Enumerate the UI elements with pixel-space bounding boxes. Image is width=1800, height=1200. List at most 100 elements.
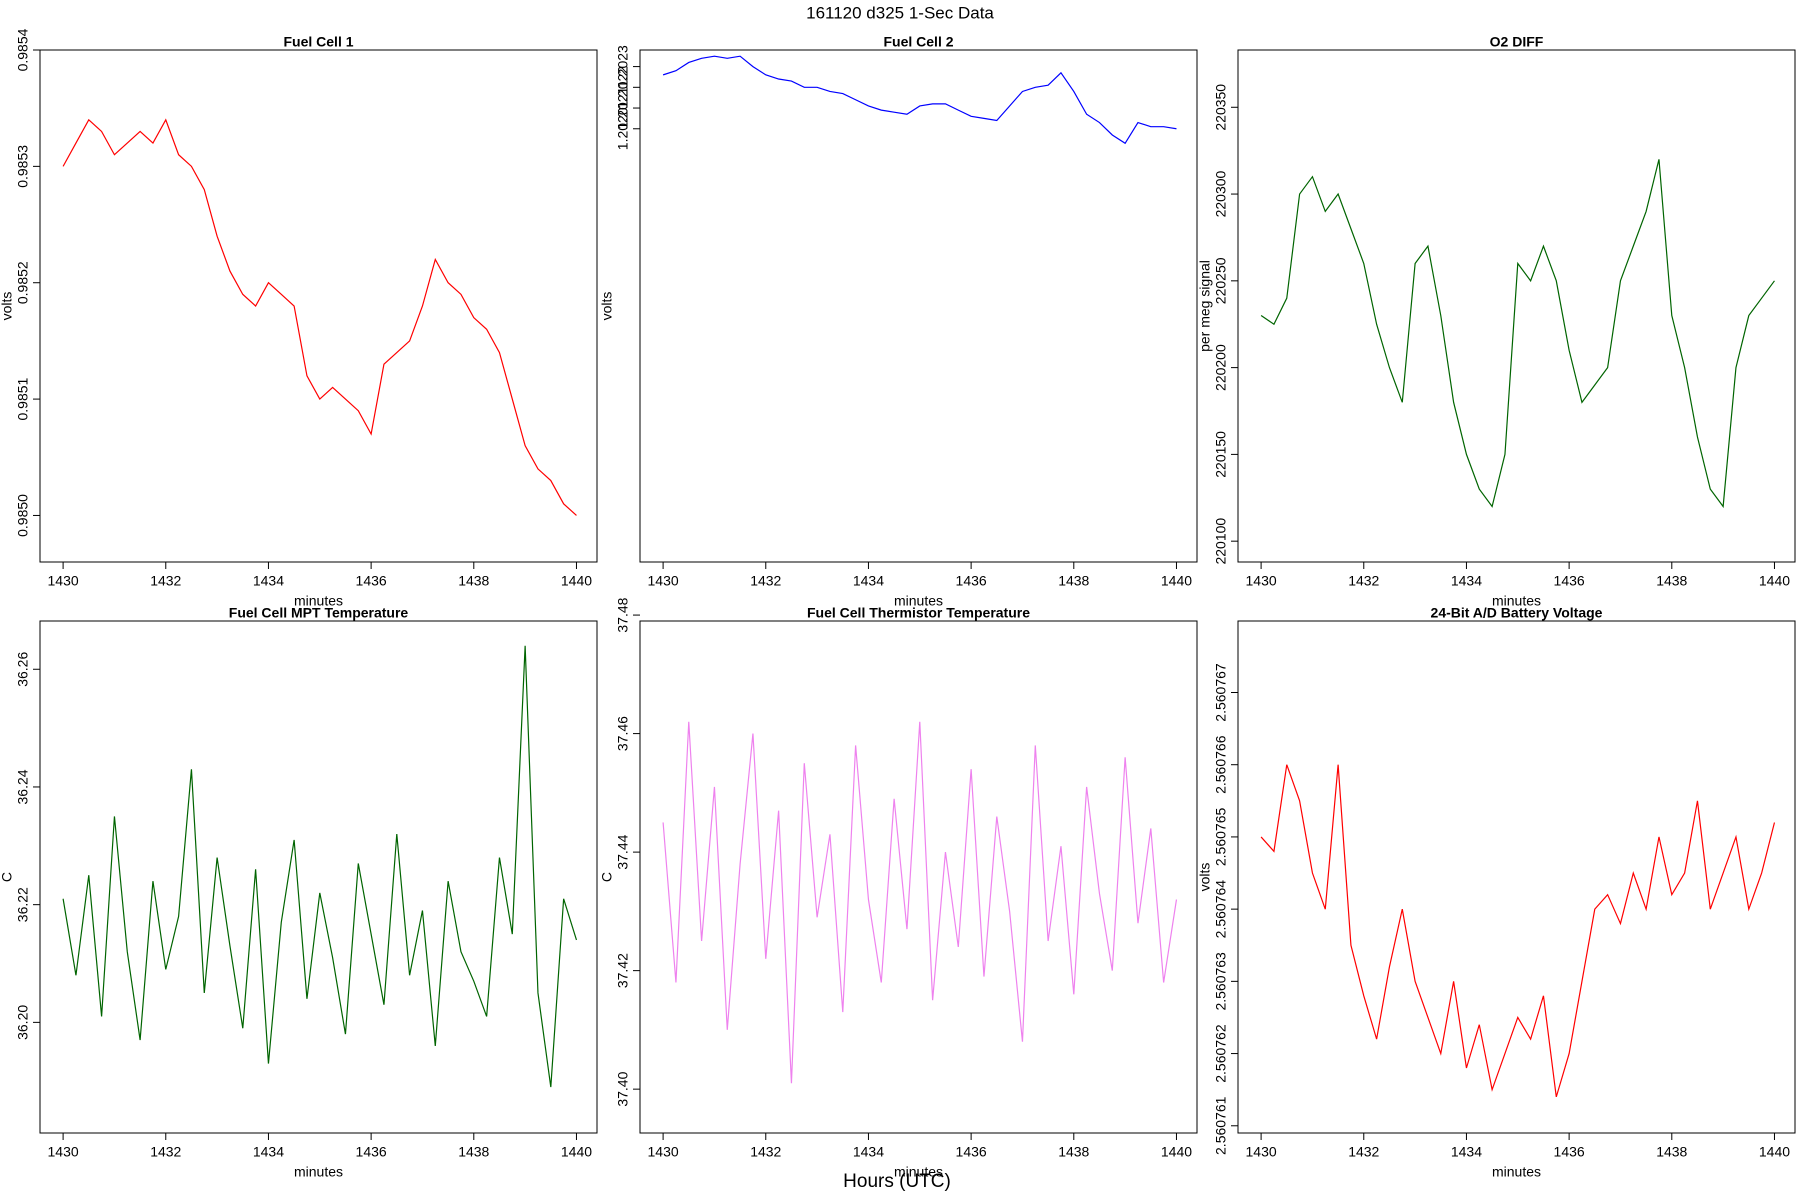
y-tick-label: 37.44 (615, 834, 631, 869)
x-tick-label: 1436 (356, 573, 387, 589)
y-tick-label: 220200 (1213, 344, 1229, 391)
y-tick-label: 2.560761 (1213, 1096, 1229, 1155)
x-tick-label: 1440 (1759, 573, 1790, 589)
y-tick-label: 37.46 (615, 716, 631, 751)
y-tick-label: 1.2023 (615, 45, 631, 88)
x-tick-label: 1434 (253, 1144, 284, 1160)
panel-title: Fuel Cell 1 (283, 34, 353, 50)
y-tick-label: 2.560762 (1213, 1024, 1229, 1083)
y-tick-label: 1.2021 (615, 86, 631, 129)
x-tick-label: 1430 (48, 1144, 79, 1160)
x-tick-label: 1436 (1554, 1144, 1585, 1160)
y-tick-label: 0.9854 (15, 28, 31, 71)
y-tick-label: 220100 (1213, 518, 1229, 565)
y-tick-label: 36.20 (15, 1005, 31, 1040)
plot-frame (39, 620, 598, 1134)
y-tick-label: 37.48 (615, 597, 631, 632)
y-tick-label: 1.2020 (615, 107, 631, 150)
y-tick-label: 1.2022 (615, 66, 631, 109)
y-tick-label: 2.560763 (1213, 952, 1229, 1011)
panel-title: Fuel Cell MPT Temperature (229, 605, 409, 621)
page-title: 161120 d325 1-Sec Data (806, 3, 994, 22)
y-axis-label: per meg signal (1197, 260, 1213, 352)
data-line (62, 118, 577, 516)
plot-frame (1237, 49, 1796, 563)
x-tick-label: 1436 (956, 1144, 987, 1160)
x-tick-label: 1438 (1058, 1144, 1089, 1160)
y-tick-label: 2.560764 (1213, 880, 1229, 939)
panel-title: Fuel Cell Thermistor Temperature (807, 605, 1030, 621)
x-tick-label: 1430 (1246, 1144, 1277, 1160)
x-tick-label: 1436 (956, 573, 987, 589)
y-tick-label: 0.9850 (15, 494, 31, 537)
plot-frame (639, 49, 1198, 563)
x-tick-label: 1438 (458, 1144, 489, 1160)
y-axis-label: volts (1197, 863, 1213, 892)
x-tick-label: 1434 (1451, 573, 1482, 589)
x-tick-label: 1430 (48, 573, 79, 589)
page-x-label: Hours (UTC) (843, 1171, 951, 1192)
y-tick-label: 220350 (1213, 84, 1229, 131)
x-tick-label: 1438 (1656, 1144, 1687, 1160)
x-axis-label: minutes (894, 593, 943, 609)
data-line (62, 645, 578, 1088)
x-tick-label: 1434 (1451, 1144, 1482, 1160)
x-tick-label: 1430 (648, 573, 679, 589)
x-tick-label: 1430 (648, 1144, 679, 1160)
panel-title: Fuel Cell 2 (883, 34, 953, 50)
x-tick-label: 1436 (356, 1144, 387, 1160)
y-tick-label: 2.560766 (1213, 735, 1229, 794)
x-tick-label: 1440 (561, 573, 592, 589)
x-tick-label: 1432 (150, 573, 181, 589)
y-tick-label: 36.22 (15, 887, 31, 922)
x-tick-label: 1440 (561, 1144, 592, 1160)
x-axis-label: minutes (1492, 1164, 1541, 1180)
x-tick-label: 1432 (750, 573, 781, 589)
y-tick-label: 36.26 (15, 652, 31, 687)
x-tick-label: 1434 (253, 573, 284, 589)
plot-frame (39, 49, 598, 563)
y-tick-label: 220300 (1213, 170, 1229, 217)
x-tick-label: 1438 (458, 573, 489, 589)
x-tick-label: 1438 (1058, 573, 1089, 589)
y-tick-label: 37.42 (615, 953, 631, 988)
x-tick-label: 1432 (750, 1144, 781, 1160)
x-tick-label: 1440 (1161, 1144, 1192, 1160)
x-tick-label: 1432 (150, 1144, 181, 1160)
data-line (1260, 159, 1775, 509)
y-axis-label: volts (599, 292, 615, 321)
data-line (662, 55, 1177, 145)
x-tick-label: 1432 (1348, 573, 1379, 589)
x-tick-label: 1434 (853, 1144, 884, 1160)
y-tick-label: 220150 (1213, 431, 1229, 478)
x-tick-label: 1430 (1246, 573, 1277, 589)
x-tick-label: 1434 (853, 573, 884, 589)
y-tick-label: 220250 (1213, 257, 1229, 304)
data-line (662, 721, 1178, 1084)
y-tick-label: 0.9852 (15, 261, 31, 304)
y-tick-label: 2.560765 (1213, 808, 1229, 867)
y-axis-label: C (599, 872, 615, 882)
x-axis-label: minutes (294, 593, 343, 609)
y-axis-label: volts (0, 292, 15, 321)
x-tick-label: 1438 (1656, 573, 1687, 589)
plot-frame (1237, 620, 1796, 1134)
x-axis-label: minutes (894, 1164, 943, 1180)
panel-title: O2 DIFF (1490, 34, 1544, 50)
x-axis-label: minutes (1492, 593, 1541, 609)
x-tick-label: 1440 (1161, 573, 1192, 589)
x-tick-label: 1436 (1554, 573, 1585, 589)
panel-title: 24-Bit A/D Battery Voltage (1431, 605, 1603, 621)
x-axis-label: minutes (294, 1164, 343, 1180)
x-tick-label: 1432 (1348, 1144, 1379, 1160)
x-tick-label: 1440 (1759, 1144, 1790, 1160)
y-axis-label: C (0, 872, 15, 882)
data-line (1260, 764, 1776, 1098)
plot-frame (639, 620, 1198, 1134)
y-tick-label: 0.9853 (15, 145, 31, 188)
y-tick-label: 37.40 (615, 1071, 631, 1106)
y-tick-label: 0.9851 (15, 377, 31, 420)
y-tick-label: 36.24 (15, 769, 31, 804)
y-tick-label: 2.560767 (1213, 663, 1229, 722)
